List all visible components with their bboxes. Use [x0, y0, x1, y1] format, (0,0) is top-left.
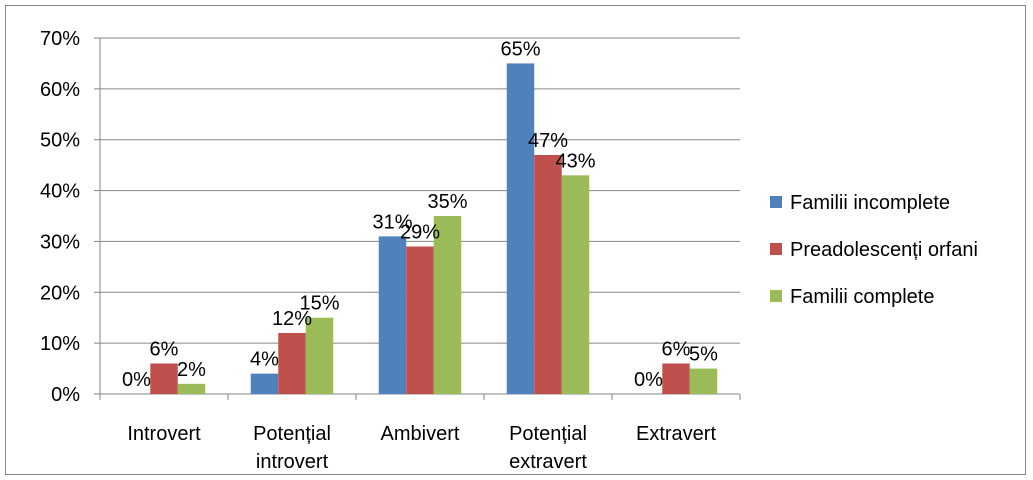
bar [662, 363, 690, 394]
data-label: 5% [689, 344, 718, 366]
data-label: 31% [372, 211, 412, 233]
legend-label: Familii complete [790, 286, 934, 308]
bar [150, 363, 178, 394]
x-tick-label: Introvert [127, 423, 201, 445]
data-label: 65% [500, 38, 540, 60]
y-tick-label: 50% [40, 130, 80, 152]
x-tick-label: extravert [509, 451, 587, 473]
data-label: 15% [299, 293, 339, 315]
data-label: 0% [122, 369, 151, 391]
data-label: 29% [400, 222, 440, 244]
bar [561, 175, 590, 394]
y-tick-label: 70% [40, 28, 80, 50]
y-tick-label: 20% [40, 282, 80, 304]
x-tick-label: introvert [256, 451, 329, 473]
data-label: 47% [528, 130, 568, 152]
bar [305, 317, 334, 394]
legend-swatch [770, 196, 782, 208]
y-tick-label: 0% [51, 384, 80, 406]
data-label: 4% [250, 349, 279, 371]
data-label: 6% [662, 338, 691, 360]
bar [534, 154, 562, 394]
legend-label: Familii incomplete [790, 192, 950, 214]
x-tick-label: Potențial [509, 423, 587, 445]
legend-swatch [770, 243, 782, 255]
y-tick-label: 40% [40, 181, 80, 203]
bar [433, 216, 462, 394]
data-label: 2% [177, 359, 206, 381]
bar [278, 332, 306, 394]
data-label: 6% [150, 338, 179, 360]
bar [250, 373, 279, 394]
x-tick-label: Extravert [636, 423, 716, 445]
y-tick-label: 30% [40, 231, 80, 253]
x-tick-label: Ambivert [381, 423, 460, 445]
x-tick-label: Potențial [253, 423, 331, 445]
data-label: 12% [272, 308, 312, 330]
bar [689, 368, 718, 394]
y-tick-label: 10% [40, 333, 80, 355]
data-label: 0% [634, 369, 663, 391]
bar [406, 246, 434, 394]
legend-swatch [770, 290, 782, 302]
y-tick-label: 60% [40, 79, 80, 101]
data-label: 43% [555, 150, 595, 172]
data-label: 35% [427, 191, 467, 213]
bar [177, 383, 206, 394]
bar [378, 236, 407, 394]
bar [506, 63, 535, 395]
legend-label: Preadolescenți orfani [790, 239, 978, 261]
